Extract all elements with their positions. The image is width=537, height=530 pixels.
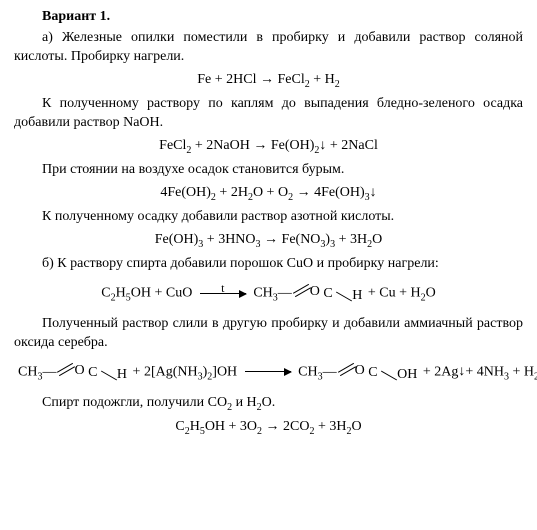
c-atom: C: [88, 366, 97, 380]
eq1-lhs: Fe + 2HCl: [197, 72, 256, 87]
h-atom: H: [117, 367, 127, 382]
reaction-arrow: [245, 363, 291, 382]
equation-2: FeCl2 + 2NaOH → Fe(OH)2↓ + 2NaCl: [14, 137, 523, 157]
down-arrow-icon: ↓: [370, 185, 377, 200]
para-a1: а) Железные опилки поместили в пробирку …: [14, 29, 523, 67]
eq2-l2: + 2NaOH: [191, 138, 249, 153]
arrow-icon: →: [253, 138, 271, 153]
eq6-r: + 2Ag: [423, 365, 459, 380]
eq7-r3: O: [352, 419, 362, 434]
eq3-r: 4Fe(OH): [314, 185, 365, 200]
sub: 2: [288, 192, 293, 203]
eq6-r2: + 4NH: [465, 365, 504, 380]
eq3-l: 4Fe(OH): [160, 185, 211, 200]
para-b2: Полученный раствор слили в другую пробир…: [14, 315, 523, 353]
sub: 2: [257, 426, 262, 437]
arrow-t-label: t: [221, 280, 224, 296]
eq3-l3: O + O: [253, 185, 288, 200]
c-atom: C: [323, 287, 332, 301]
p-b3-a: Спирт подожгли, получили CO: [42, 395, 227, 410]
eq7-l2: H: [190, 419, 200, 434]
sub: 3: [273, 293, 278, 304]
arrow-icon: →: [297, 185, 315, 200]
equation-6: CH3— O C H + 2[Ag(NH3)2]OH CH3— O C OH +…: [14, 363, 523, 384]
arrow-icon: →: [266, 419, 284, 434]
o-atom: O: [355, 363, 365, 378]
para-b3: Спирт подожгли, получили CO2 и H2O.: [14, 394, 523, 414]
c-atom: C: [368, 366, 377, 380]
eq7-r: 2CO: [283, 419, 309, 434]
eq4-r4: O: [372, 232, 382, 247]
equation-5: C2H5OH + CuO t CH3— O C H + Cu + H2O: [14, 284, 523, 305]
eq5-r2: + Cu + H: [368, 286, 421, 301]
arrow-icon: →: [260, 72, 278, 87]
eq5-l2: H: [116, 286, 126, 301]
acid-struct: O C OH: [339, 366, 418, 380]
eq5-l1: C: [101, 286, 110, 301]
oh-group: OH: [397, 367, 417, 382]
eq1-rhs2: + H: [310, 72, 335, 87]
eq7-r2: + 3H: [315, 419, 347, 434]
eq2-r2: + 2NaCl: [326, 138, 377, 153]
para-a2: К полученному раствору по каплям до выпа…: [14, 95, 523, 133]
eq4-r3: + 3H: [335, 232, 367, 247]
p-b3-b: и H: [232, 395, 257, 410]
arrow-icon: →: [264, 232, 282, 247]
eq4-l2: + 3HNO: [203, 232, 255, 247]
sub: 3: [37, 372, 42, 383]
sub: 3: [318, 372, 323, 383]
eq7-l3: OH + 3O: [205, 419, 257, 434]
sub: 2: [335, 78, 340, 89]
eq6-mid3: ]OH: [212, 365, 237, 380]
eq3-l2: + 2H: [216, 185, 248, 200]
equation-1: Fe + 2HCl → FeCl2 + H2: [14, 71, 523, 91]
para-a4: К полученному осадку добавили раствор аз…: [14, 208, 523, 227]
eq6-mid: + 2[Ag(NH: [133, 365, 198, 380]
eq5-ch3: CH: [253, 286, 272, 301]
eq4-l: Fe(OH): [155, 232, 199, 247]
para-a3: При стоянии на воздухе осадок становится…: [14, 161, 523, 180]
reaction-arrow: t: [200, 284, 246, 303]
eq6-r3: + H: [509, 365, 534, 380]
eq7-l: C: [175, 419, 184, 434]
equation-3: 4Fe(OH)2 + 2H2O + O2 → 4Fe(OH)3↓: [14, 184, 523, 204]
p-b3-c: O.: [262, 395, 276, 410]
eq5-l3: OH + CuO: [131, 286, 193, 301]
h-atom: H: [352, 288, 362, 303]
eq2-r: Fe(OH): [271, 138, 315, 153]
variant-title: Вариант 1.: [14, 8, 523, 27]
eq4-r: Fe(NO: [282, 232, 321, 247]
eq6-ch3b: CH: [298, 365, 317, 380]
eq1-rhs: FeCl: [277, 72, 304, 87]
sub: 3: [256, 239, 261, 250]
equation-4: Fe(OH)3 + 3HNO3 → Fe(NO3)3 + 3H2O: [14, 231, 523, 251]
para-b1: б) К раствору спирта добавили порошок Cu…: [14, 255, 523, 274]
equation-7: C2H5OH + 3O2 → 2CO2 + 3H2O: [14, 418, 523, 438]
eq6-ch3: CH: [18, 365, 37, 380]
o-atom: O: [74, 363, 84, 378]
o-atom: O: [310, 284, 320, 299]
eq5-r3: O: [426, 286, 436, 301]
aldehyde-struct: O C H: [58, 366, 127, 380]
aldehyde-struct: O C H: [294, 287, 363, 301]
eq2-l: FeCl: [159, 138, 186, 153]
